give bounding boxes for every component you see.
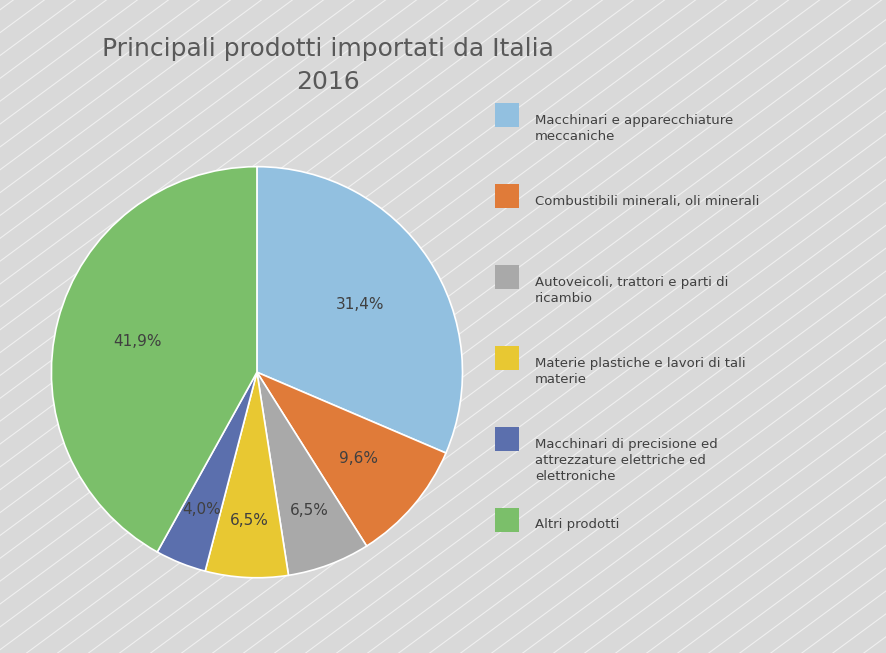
Text: 6,5%: 6,5% — [230, 513, 269, 528]
Wedge shape — [157, 372, 257, 571]
FancyBboxPatch shape — [495, 346, 519, 370]
FancyBboxPatch shape — [495, 103, 519, 127]
Text: 6,5%: 6,5% — [290, 503, 329, 518]
Text: 9,6%: 9,6% — [339, 451, 378, 466]
Text: Combustibili minerali, oli minerali: Combustibili minerali, oli minerali — [535, 195, 759, 208]
FancyBboxPatch shape — [495, 265, 519, 289]
Wedge shape — [257, 372, 367, 575]
Wedge shape — [51, 167, 257, 552]
Text: 41,9%: 41,9% — [113, 334, 162, 349]
FancyBboxPatch shape — [495, 184, 519, 208]
FancyBboxPatch shape — [495, 508, 519, 532]
Text: Macchinari di precisione ed
attrezzature elettriche ed
elettroniche: Macchinari di precisione ed attrezzature… — [535, 438, 718, 483]
Text: Altri prodotti: Altri prodotti — [535, 518, 619, 532]
Text: 31,4%: 31,4% — [336, 296, 385, 311]
Wedge shape — [257, 167, 462, 453]
Text: Autoveicoli, trattori e parti di
ricambio: Autoveicoli, trattori e parti di ricambi… — [535, 276, 728, 304]
Wedge shape — [206, 372, 289, 578]
Text: 4,0%: 4,0% — [183, 502, 222, 517]
Wedge shape — [257, 372, 446, 546]
Text: Macchinari e apparecchiature
meccaniche: Macchinari e apparecchiature meccaniche — [535, 114, 734, 142]
FancyBboxPatch shape — [495, 427, 519, 451]
Text: Materie plastiche e lavori di tali
materie: Materie plastiche e lavori di tali mater… — [535, 357, 746, 385]
Text: Principali prodotti importati da Italia
2016: Principali prodotti importati da Italia … — [102, 37, 554, 94]
